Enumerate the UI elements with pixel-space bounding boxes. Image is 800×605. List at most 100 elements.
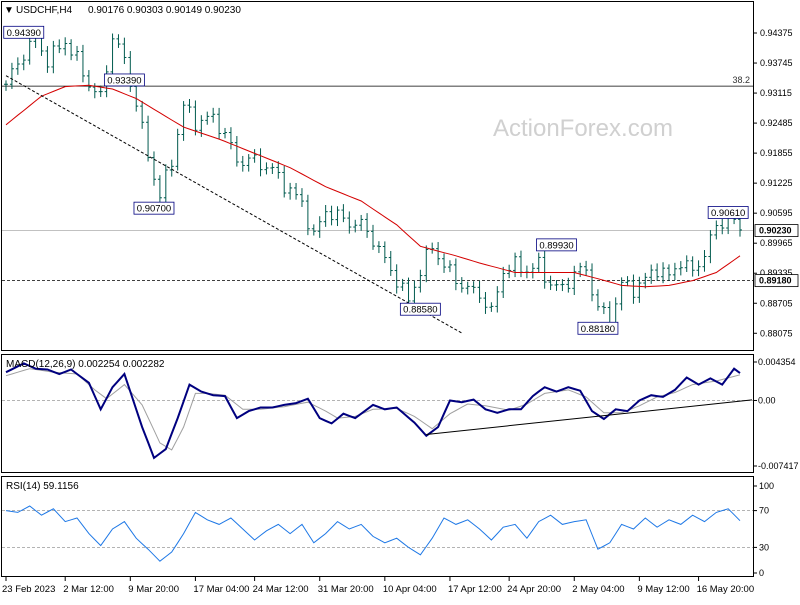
price-annotation-label: 0.90700 bbox=[137, 204, 171, 215]
price-bar bbox=[57, 39, 62, 54]
price-bar bbox=[578, 262, 583, 278]
price-annotation-box bbox=[536, 238, 577, 252]
price-bar bbox=[584, 260, 589, 276]
price-annotation-label: 0.94390 bbox=[7, 28, 41, 39]
price-annotation-box bbox=[577, 321, 619, 335]
price-bar bbox=[376, 241, 381, 254]
price-bar bbox=[140, 100, 145, 129]
macd-y-tick-label: 0.00 bbox=[758, 395, 776, 405]
price-bar bbox=[223, 127, 228, 139]
price-bar bbox=[323, 204, 328, 227]
price-bar bbox=[601, 302, 606, 315]
price-bar bbox=[21, 54, 26, 71]
price-panel[interactable] bbox=[1, 1, 754, 351]
time-tick-label: 10 Apr 04:00 bbox=[383, 584, 437, 595]
price-bar bbox=[246, 154, 251, 172]
price-bar bbox=[394, 264, 399, 294]
price-y-tick-label: 0.93745 bbox=[760, 58, 793, 68]
moving-average-line bbox=[5, 84, 741, 288]
macd-header: MACD(12,26,9) 0.002254 0.002282 bbox=[6, 359, 165, 370]
price-bar bbox=[169, 159, 174, 177]
price-y-tick-label: 0.92485 bbox=[760, 118, 793, 128]
price-bar bbox=[27, 36, 32, 65]
macd-panel[interactable] bbox=[1, 354, 754, 473]
time-tick-label: 24 Mar 12:00 bbox=[253, 584, 309, 595]
fib-38-label: 38.2 bbox=[732, 75, 750, 85]
price-annotation-label: 0.88180 bbox=[581, 324, 615, 335]
time-tick-label: 9 Mar 20:00 bbox=[128, 584, 179, 595]
price-bar bbox=[134, 81, 139, 112]
macd-lines bbox=[2, 362, 753, 460]
price-bar bbox=[270, 163, 275, 175]
price-bar bbox=[666, 264, 671, 281]
price-bar bbox=[116, 34, 121, 48]
price-annotation-box bbox=[133, 201, 175, 215]
price-bar bbox=[424, 245, 429, 283]
current-price-tag-box bbox=[754, 224, 799, 237]
macd-line bbox=[5, 362, 741, 460]
rsi-panel[interactable] bbox=[1, 476, 754, 577]
price-bar bbox=[619, 277, 624, 311]
price-bar bbox=[151, 151, 156, 186]
price-annotation-box bbox=[3, 25, 45, 39]
price-bar bbox=[305, 194, 310, 236]
support-level-tag-box bbox=[754, 274, 799, 288]
price-bar bbox=[353, 219, 358, 233]
support-level-tag: 0.89180 bbox=[759, 276, 792, 286]
price-bar bbox=[513, 252, 518, 278]
price-bar bbox=[524, 265, 529, 279]
price-bar bbox=[45, 46, 50, 73]
rsi-y-tick-label: 30 bbox=[759, 542, 769, 552]
price-bar bbox=[288, 182, 293, 200]
price-bar bbox=[217, 107, 222, 140]
price-annotation-label: 0.89930 bbox=[539, 240, 573, 251]
price-bar bbox=[542, 250, 547, 289]
price-bar bbox=[69, 39, 74, 61]
price-bar bbox=[51, 40, 56, 74]
price-bar bbox=[518, 250, 523, 278]
time-tick-label: 24 Apr 20:00 bbox=[507, 584, 561, 595]
watermark: ActionForex.com bbox=[493, 115, 673, 142]
price-bar bbox=[678, 261, 683, 276]
rsi-y-tick-label: 100 bbox=[759, 481, 774, 491]
price-bar bbox=[228, 127, 233, 150]
price-y-tick-label: 0.89335 bbox=[760, 268, 793, 278]
price-bar bbox=[15, 57, 20, 75]
price-bar bbox=[258, 148, 263, 177]
time-tick-label: 2 May 04:00 bbox=[572, 584, 624, 595]
price-y-tick-label: 0.90595 bbox=[760, 208, 793, 218]
price-bar bbox=[702, 250, 707, 272]
price-bar bbox=[146, 115, 151, 162]
rsi-y-axis: 100 70 30 0 bbox=[753, 481, 774, 578]
price-bar bbox=[187, 99, 192, 113]
current-price-tag: 0.90230 bbox=[759, 226, 792, 236]
price-y-tick-label: 0.94375 bbox=[760, 28, 793, 38]
price-bar bbox=[560, 279, 565, 292]
price-bar bbox=[382, 241, 387, 264]
price-bar bbox=[471, 281, 476, 294]
macd-y-tick-label: 0.004354 bbox=[758, 357, 796, 367]
price-bar bbox=[714, 220, 719, 240]
price-bar bbox=[294, 183, 299, 200]
price-y-tick-label: 0.89965 bbox=[760, 238, 793, 248]
falling-trendline bbox=[5, 75, 463, 334]
price-bar bbox=[9, 62, 14, 89]
price-bar bbox=[341, 204, 346, 223]
rsi-y-tick-label: 70 bbox=[759, 506, 769, 516]
price-bar bbox=[282, 165, 287, 198]
price-bar bbox=[507, 264, 512, 279]
chart-arrow-icon[interactable]: ▼ bbox=[4, 5, 14, 16]
rsi-header: RSI(14) 59.1156 bbox=[6, 481, 79, 492]
price-bar bbox=[299, 188, 304, 207]
price-bar bbox=[365, 213, 370, 238]
price-y-axis: 0.94375 0.93745 0.93115 0.92485 0.91855 0.912… bbox=[753, 28, 799, 338]
price-bar bbox=[477, 280, 482, 303]
price-bar bbox=[359, 214, 364, 231]
price-bar bbox=[595, 289, 600, 311]
macd-rising-trendline bbox=[426, 399, 753, 435]
price-bar bbox=[335, 206, 340, 227]
price-bar bbox=[75, 45, 80, 61]
rsi-lines bbox=[2, 505, 753, 562]
